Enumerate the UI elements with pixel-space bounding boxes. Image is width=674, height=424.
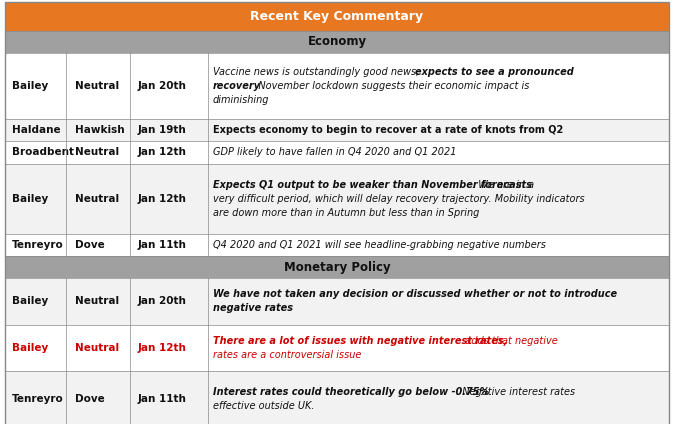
Text: Neutral: Neutral xyxy=(75,148,119,157)
Bar xyxy=(5,164,669,234)
Text: Vaccine news is outstandingly good news,: Vaccine news is outstandingly good news, xyxy=(213,67,425,77)
Text: Tenreyro: Tenreyro xyxy=(12,240,64,250)
Text: negative rates: negative rates xyxy=(213,304,293,313)
Text: Jan 12th: Jan 12th xyxy=(137,194,187,204)
Text: are down more than in Autumn but less than in Spring: are down more than in Autumn but less th… xyxy=(213,208,479,218)
Text: Tenreyro: Tenreyro xyxy=(12,394,64,404)
Text: Neutral: Neutral xyxy=(75,343,119,353)
Bar xyxy=(5,325,669,371)
Text: GDP likely to have fallen in Q4 2020 and Q1 2021: GDP likely to have fallen in Q4 2020 and… xyxy=(213,148,456,157)
Text: very difficult period, which will delay recovery trajectory. Mobility indicators: very difficult period, which will delay … xyxy=(213,194,584,204)
Bar xyxy=(5,256,669,278)
Text: Jan 19th: Jan 19th xyxy=(137,125,186,135)
Text: Broadbent: Broadbent xyxy=(12,148,74,157)
Text: Jan 11th: Jan 11th xyxy=(137,240,187,250)
Bar xyxy=(5,119,669,141)
Text: Hawkish: Hawkish xyxy=(75,125,125,135)
Text: Bailey: Bailey xyxy=(12,296,49,307)
Text: Expects economy to begin to recover at a rate of knots from Q2: Expects economy to begin to recover at a… xyxy=(213,125,563,135)
Text: Jan 12th: Jan 12th xyxy=(137,343,187,353)
Text: Neutral: Neutral xyxy=(75,296,119,307)
Text: diminishing: diminishing xyxy=(213,95,270,105)
Text: Recent Key Commentary: Recent Key Commentary xyxy=(251,10,423,23)
Bar xyxy=(5,53,669,119)
Text: Interest rates could theoretically go below -0.75%: Interest rates could theoretically go be… xyxy=(213,387,489,397)
Text: There are a lot of issues with negative interest rates,: There are a lot of issues with negative … xyxy=(213,336,508,346)
Text: Monetary Policy: Monetary Policy xyxy=(284,261,390,273)
Text: Economy: Economy xyxy=(307,36,367,48)
Bar xyxy=(5,278,669,325)
Bar xyxy=(5,371,669,424)
Text: Dove: Dove xyxy=(75,394,104,404)
Text: Bailey: Bailey xyxy=(12,343,49,353)
Text: Jan 11th: Jan 11th xyxy=(137,394,187,404)
Text: recovery: recovery xyxy=(213,81,261,91)
Bar xyxy=(5,141,669,164)
Text: Jan 20th: Jan 20th xyxy=(137,296,187,307)
Text: adds that negative: adds that negative xyxy=(459,336,558,346)
Text: We have not taken any decision or discussed whether or not to introduce: We have not taken any decision or discus… xyxy=(213,290,617,299)
Text: Neutral: Neutral xyxy=(75,81,119,91)
Text: Jan 12th: Jan 12th xyxy=(137,148,187,157)
Text: Haldane: Haldane xyxy=(12,125,61,135)
Text: Jan 20th: Jan 20th xyxy=(137,81,187,91)
Text: .  November lockdown suggests their economic impact is: . November lockdown suggests their econo… xyxy=(249,81,530,91)
Text: . We are in a: . We are in a xyxy=(472,180,534,190)
Text: . Negative interest rates: . Negative interest rates xyxy=(456,387,575,397)
Text: effective outside UK.: effective outside UK. xyxy=(213,401,315,411)
Bar xyxy=(5,31,669,53)
Text: Dove: Dove xyxy=(75,240,104,250)
Text: Expects Q1 output to be weaker than November forecasts: Expects Q1 output to be weaker than Nove… xyxy=(213,180,532,190)
Bar xyxy=(5,234,669,256)
Text: Q4 2020 and Q1 2021 will see headline-grabbing negative numbers: Q4 2020 and Q1 2021 will see headline-gr… xyxy=(213,240,546,250)
Text: rates are a controversial issue: rates are a controversial issue xyxy=(213,350,361,360)
Text: Bailey: Bailey xyxy=(12,194,49,204)
Text: Neutral: Neutral xyxy=(75,194,119,204)
Text: Bailey: Bailey xyxy=(12,81,49,91)
Bar xyxy=(5,2,669,31)
Text: expects to see a pronounced: expects to see a pronounced xyxy=(415,67,574,77)
